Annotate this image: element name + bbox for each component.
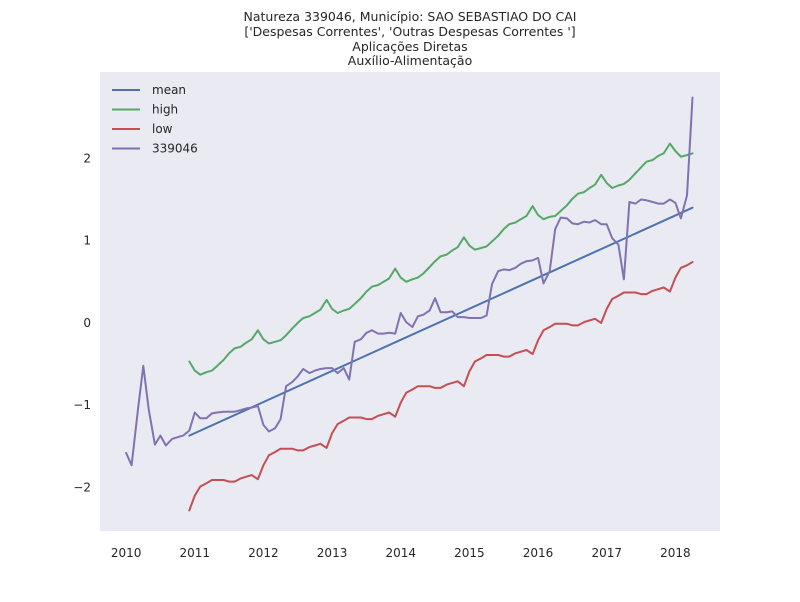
title-line-3: Aplicações Diretas <box>352 39 467 54</box>
legend-label-high: high <box>152 103 178 117</box>
series-line-339046 <box>125 96 694 467</box>
y-tick-label: −1 <box>73 398 91 412</box>
x-tick-label: 2016 <box>523 546 554 560</box>
legend-label-339046: 339046 <box>152 142 198 156</box>
y-tick-label: 2 <box>83 151 91 165</box>
series-line-high <box>188 142 694 376</box>
y-tick-label: −2 <box>73 480 91 494</box>
x-tick-label: 2012 <box>248 546 279 560</box>
x-tick-label: 2013 <box>317 546 348 560</box>
y-axis: −2 −1 0 1 2 <box>73 151 91 494</box>
y-tick-label: 1 <box>83 234 91 248</box>
series-layer <box>125 96 694 512</box>
y-tick-label: 0 <box>83 316 91 330</box>
legend-label-mean: mean <box>152 83 186 97</box>
legend: mean high low 339046 <box>112 83 198 156</box>
title-line-1: Natureza 339046, Município: SAO SEBASTIA… <box>243 9 576 24</box>
title-line-2: ['Despesas Correntes', 'Outras Despesas … <box>244 24 575 39</box>
chart-title: Natureza 339046, Município: SAO SEBASTIA… <box>243 9 576 68</box>
x-axis: 2010 2011 2012 2013 2014 2015 2016 2017 2018 <box>111 546 691 560</box>
x-tick-label: 2018 <box>660 546 691 560</box>
series-line-mean <box>188 206 694 437</box>
x-tick-label: 2011 <box>179 546 210 560</box>
legend-label-low: low <box>152 122 173 136</box>
title-line-4: Auxílio-Alimentação <box>348 53 472 68</box>
series-line-low <box>188 261 694 512</box>
x-tick-label: 2014 <box>385 546 416 560</box>
plot-area <box>100 72 720 531</box>
x-tick-label: 2015 <box>454 546 485 560</box>
x-tick-label: 2010 <box>111 546 142 560</box>
x-tick-label: 2017 <box>591 546 622 560</box>
